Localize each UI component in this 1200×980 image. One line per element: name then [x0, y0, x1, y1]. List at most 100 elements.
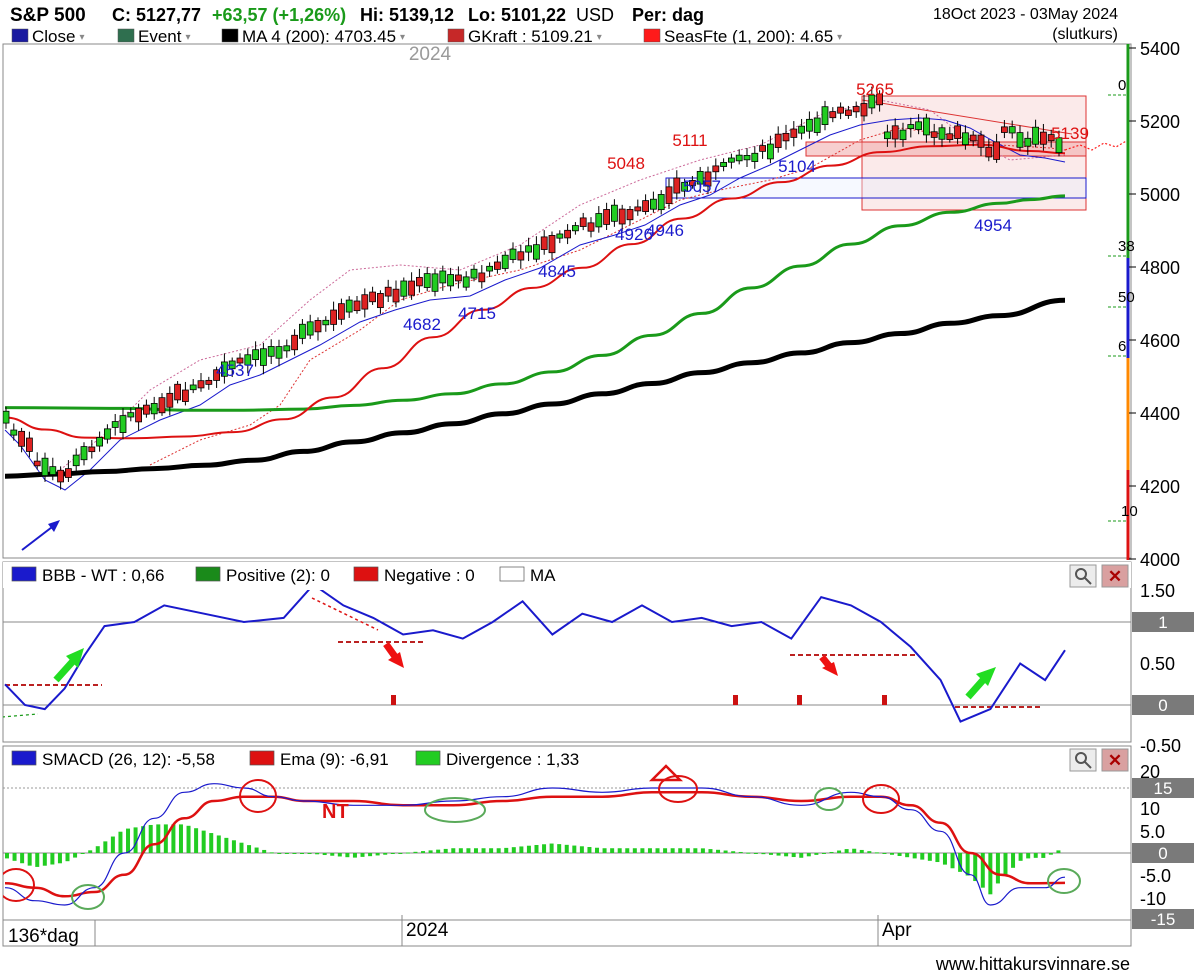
price-mode: (slutkurs) — [1052, 26, 1118, 43]
macd-legend-item[interactable]: Divergence : 1,33 — [415, 750, 579, 769]
divergence-bar — [761, 853, 766, 855]
candle-up — [657, 194, 665, 211]
gkraft-line — [4, 143, 1066, 440]
candle-down — [1047, 134, 1055, 142]
low-arrow — [21, 523, 57, 551]
macd-zoom-button[interactable] — [1069, 748, 1097, 772]
pink-dotted-line — [59, 99, 1066, 471]
candle-up — [728, 157, 735, 163]
divergence-bar — [897, 853, 902, 856]
macd-y-tick-label: -5.0 — [1140, 866, 1171, 886]
bbb-level-label: 0 — [1158, 696, 1167, 715]
candle-up — [798, 125, 805, 134]
candle-down — [603, 209, 610, 225]
dropdown-icon: ▾ — [597, 32, 602, 43]
divergence-bar — [685, 848, 690, 853]
legend-label: Event — [138, 27, 182, 46]
candle-down — [135, 407, 143, 423]
macd-close-button[interactable]: ✕ — [1101, 748, 1129, 772]
candle-up — [267, 346, 275, 357]
candle-down — [236, 357, 244, 364]
divergence-bar — [784, 853, 789, 857]
legend-item[interactable]: Event ▾ — [117, 27, 191, 46]
divergence-bar — [247, 845, 252, 853]
bbb-signal-bar — [882, 695, 887, 705]
price-annotation-low: 5104 — [778, 157, 816, 176]
candle-up — [1032, 126, 1039, 145]
divergence-bar — [1018, 853, 1023, 861]
bbb-legend-item[interactable]: MA — [499, 566, 556, 585]
divergence-bar — [942, 853, 947, 865]
legend-swatch — [499, 566, 525, 582]
bbb-close-button[interactable]: ✕ — [1101, 564, 1129, 588]
candle-down — [634, 206, 642, 212]
legend-label: Positive (2): 0 — [226, 566, 330, 585]
bbb-legend-item[interactable]: Negative : 0 — [353, 566, 475, 585]
candle-down — [197, 380, 205, 389]
candle-down — [876, 93, 883, 106]
edge-label: 50 — [1118, 289, 1135, 306]
candle-down — [314, 320, 322, 333]
legend-label: Ema (9): -6,91 — [280, 750, 389, 769]
range-box-blue — [665, 177, 1087, 199]
candle-down — [142, 404, 150, 415]
legend-item[interactable]: Close ▾ — [11, 27, 85, 46]
candle-up — [104, 428, 111, 440]
macd-legend-item[interactable]: Ema (9): -6,91 — [249, 750, 389, 769]
currency: USD — [576, 5, 614, 25]
edge-label: 0 — [1118, 77, 1126, 94]
bbb-legend-item[interactable]: Positive (2): 0 — [195, 566, 330, 585]
legend-label: Divergence : 1,33 — [446, 750, 579, 769]
bbb-level-box — [1132, 612, 1194, 632]
divergence-bar — [821, 853, 826, 854]
divergence-bar — [1056, 850, 1061, 853]
divergence-bar — [1011, 853, 1016, 868]
legend-swatch — [249, 750, 275, 766]
divergence-bar — [254, 847, 259, 853]
legend-item[interactable]: SeasFte (1, 200): 4.65 ▾ — [643, 27, 842, 46]
divergence-bar — [595, 847, 600, 853]
divergence-bar — [95, 846, 100, 853]
warning-triangle-icon — [648, 764, 684, 782]
candle-down — [181, 389, 189, 402]
legend-swatch — [415, 750, 441, 766]
divergence-bar — [534, 844, 539, 853]
divergence-bar — [708, 849, 713, 853]
candle-up — [509, 248, 517, 260]
dropdown-icon: ▾ — [837, 32, 842, 43]
bbb-zoom-button[interactable] — [1069, 564, 1097, 588]
price-annotation-high: 5111 — [672, 131, 707, 150]
divergence-bar — [602, 848, 607, 853]
candle-down — [774, 133, 782, 148]
candle-down — [166, 392, 174, 408]
divergence-bar — [511, 847, 516, 853]
nt-label: NT — [322, 801, 349, 823]
divergence-bar — [284, 853, 289, 854]
candle-down — [587, 222, 595, 232]
candle-down — [642, 200, 649, 212]
divergence-bar — [383, 853, 388, 855]
bbb-green-dotted — [3, 713, 39, 718]
divergence-bar — [337, 853, 342, 857]
footer-url[interactable]: www.hittakursvinnare.se — [935, 954, 1130, 974]
legend-item[interactable]: GKraft : 5109.21 ▾ — [447, 27, 602, 46]
divergence-bar — [753, 853, 758, 854]
divergence-bar — [269, 852, 274, 854]
bar-count-label: 136*dag — [8, 926, 79, 947]
macd-y-tick-label: 20 — [1140, 762, 1160, 782]
candle-up — [595, 213, 603, 228]
divergence-bar — [216, 835, 221, 853]
divergence-bar — [428, 850, 433, 853]
price-annotation-low: 4946 — [646, 221, 684, 240]
macd-legend-item[interactable]: SMACD (26, 12): -5,58 — [11, 750, 215, 769]
divergence-bar — [4, 853, 9, 859]
divergence-bar — [663, 848, 668, 853]
candle-down — [579, 217, 587, 227]
legend-label: MA 4 (200): 4703.45 — [242, 27, 396, 46]
divergence-bar — [625, 848, 630, 853]
bbb-legend-item[interactable]: BBB - WT : 0,66 — [11, 566, 165, 585]
divergence-bar — [927, 853, 932, 861]
legend-item[interactable]: MA 4 (200): 4703.45 ▾ — [221, 27, 405, 46]
seasonal-forecast — [1064, 139, 1129, 151]
y-tick-label: 4800 — [1140, 258, 1180, 278]
